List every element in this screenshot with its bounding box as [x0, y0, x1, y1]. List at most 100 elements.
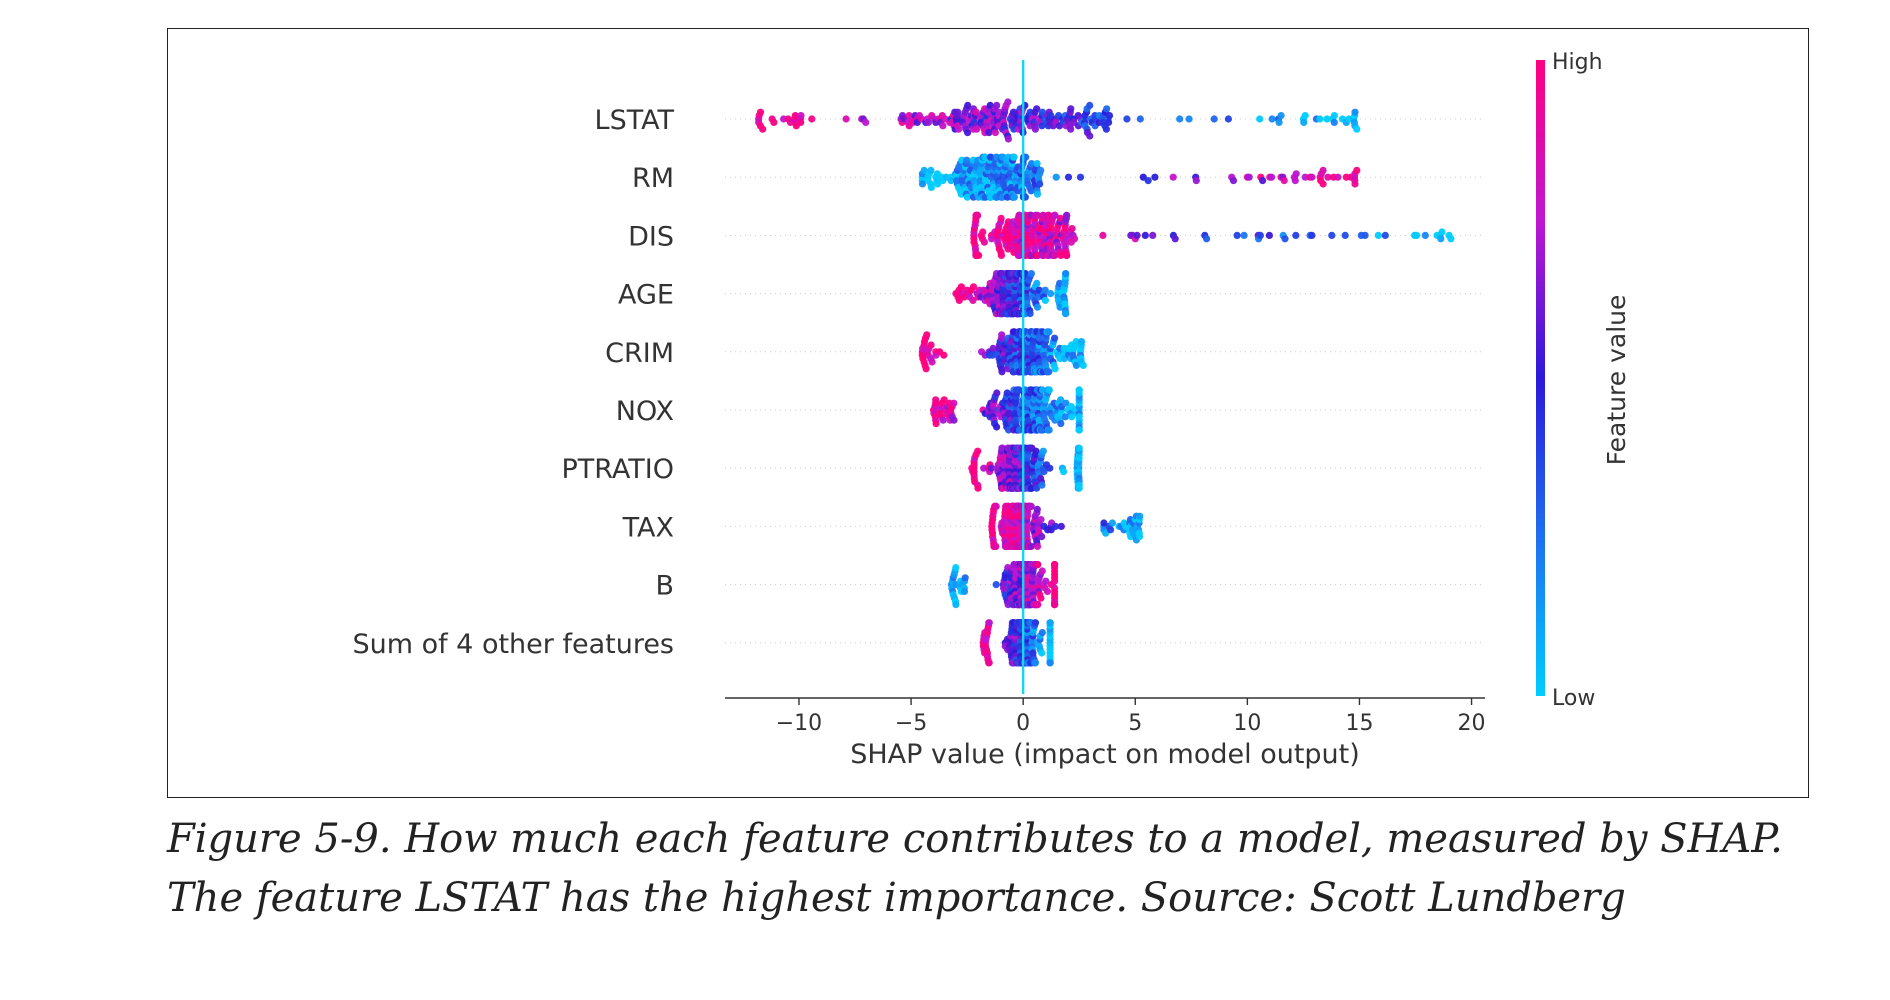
- shap-point: [1070, 235, 1079, 243]
- shap-point: [1268, 173, 1276, 181]
- shap-point: [1041, 296, 1049, 304]
- shap-point: [1068, 225, 1076, 233]
- shap-point: [1351, 180, 1359, 188]
- shap-point: [1038, 567, 1046, 575]
- shap-point: [952, 601, 960, 609]
- shap-point: [927, 341, 935, 349]
- shap-point: [1256, 231, 1264, 239]
- x-tick-label: −5: [895, 711, 927, 736]
- shap-point: [1076, 173, 1085, 181]
- shap-point: [1100, 519, 1108, 527]
- shap-point: [1203, 235, 1211, 243]
- shap-point: [1039, 447, 1047, 455]
- shap-point: [1319, 180, 1327, 188]
- shap-point: [1034, 561, 1042, 569]
- shap-point: [1027, 542, 1035, 551]
- shap-point: [1037, 166, 1045, 174]
- shap-point: [1256, 115, 1264, 123]
- shap-point: [1057, 522, 1065, 531]
- shap-point: [1038, 533, 1046, 541]
- shap-point: [1033, 303, 1042, 311]
- shap-point: [1151, 173, 1159, 181]
- shap-point: [1027, 187, 1035, 195]
- shap-point: [922, 365, 930, 373]
- shap-point: [808, 115, 816, 123]
- x-axis: −10 −5 0 5 10 15 20 SHAP value (impact on model…: [725, 697, 1486, 770]
- shap-point: [963, 193, 971, 201]
- shap-point: [923, 331, 931, 339]
- shap-point: [993, 101, 1001, 109]
- shap-point: [993, 423, 1001, 431]
- shap-point: [1229, 177, 1238, 185]
- x-tick-label: 15: [1345, 711, 1373, 736]
- shap-point: [1015, 386, 1023, 394]
- shap-point: [1010, 193, 1019, 201]
- shap-point: [993, 389, 1001, 397]
- shap-point: [1259, 177, 1267, 185]
- shap-point: [1041, 286, 1049, 294]
- shap-point: [1027, 160, 1036, 168]
- shap-point: [1067, 125, 1075, 133]
- shap-point: [1064, 173, 1073, 181]
- shap-point: [1136, 115, 1144, 123]
- shap-point: [992, 581, 1000, 589]
- shap-point: [1323, 115, 1331, 123]
- shap-point: [989, 351, 997, 359]
- colorbar: High Low Feature value: [1536, 50, 1631, 711]
- shap-point: [1033, 505, 1041, 513]
- shap-point: [1046, 619, 1054, 627]
- shap-point: [1045, 426, 1053, 434]
- x-tick-label: 5: [1128, 711, 1142, 736]
- shap-point: [950, 416, 958, 424]
- colorbar-title: Feature value: [1602, 295, 1631, 466]
- row-guides: [725, 118, 1485, 644]
- shap-point: [988, 235, 996, 243]
- shap-point: [1233, 231, 1241, 239]
- shap-point: [1133, 231, 1141, 239]
- shap-point: [1062, 310, 1070, 318]
- shap-point: [1224, 115, 1232, 123]
- shap-point: [797, 112, 805, 120]
- shap-point: [1004, 135, 1013, 143]
- shap-point: [1042, 577, 1050, 585]
- shap-point: [1003, 389, 1011, 397]
- shap-point: [1051, 365, 1059, 373]
- shap-point: [1051, 334, 1059, 342]
- shap-point: [985, 129, 993, 137]
- feature-label: RM: [632, 163, 674, 194]
- figure-caption: Figure 5-9. How much each feature contri…: [167, 816, 1783, 921]
- feature-label: LSTAT: [595, 105, 675, 136]
- shap-point: [1063, 251, 1071, 259]
- shap-point: [969, 296, 977, 304]
- feature-label: DIS: [628, 221, 674, 252]
- shap-point: [1061, 413, 1069, 421]
- shap-point: [992, 542, 1000, 551]
- shap-point: [1057, 396, 1065, 404]
- shap-point: [797, 118, 805, 126]
- shap-point: [1086, 132, 1094, 140]
- shap-point: [1413, 231, 1421, 239]
- colorbar-high-label: High: [1552, 50, 1603, 75]
- shap-point: [1034, 601, 1042, 609]
- shap-point: [1026, 310, 1034, 318]
- shap-point: [1171, 235, 1179, 243]
- shap-point: [992, 502, 1000, 510]
- shap-point: [998, 331, 1006, 339]
- shap-point: [1062, 399, 1070, 407]
- shap-point: [969, 283, 978, 291]
- shap-point: [1185, 115, 1193, 123]
- shap-point: [1292, 170, 1300, 178]
- shap-point: [997, 214, 1005, 222]
- shap-point: [1079, 361, 1087, 369]
- shap-point: [1300, 118, 1308, 126]
- shap-point: [1268, 115, 1276, 123]
- shap-point: [1077, 338, 1086, 346]
- shap-point: [1192, 177, 1200, 185]
- shap-point: [1107, 526, 1115, 534]
- shap-point: [939, 416, 947, 424]
- shap-point: [961, 574, 969, 582]
- shap-point: [1038, 649, 1046, 657]
- feature-label: CRIM: [605, 338, 674, 369]
- shap-point: [918, 180, 927, 188]
- shap-point: [940, 351, 948, 359]
